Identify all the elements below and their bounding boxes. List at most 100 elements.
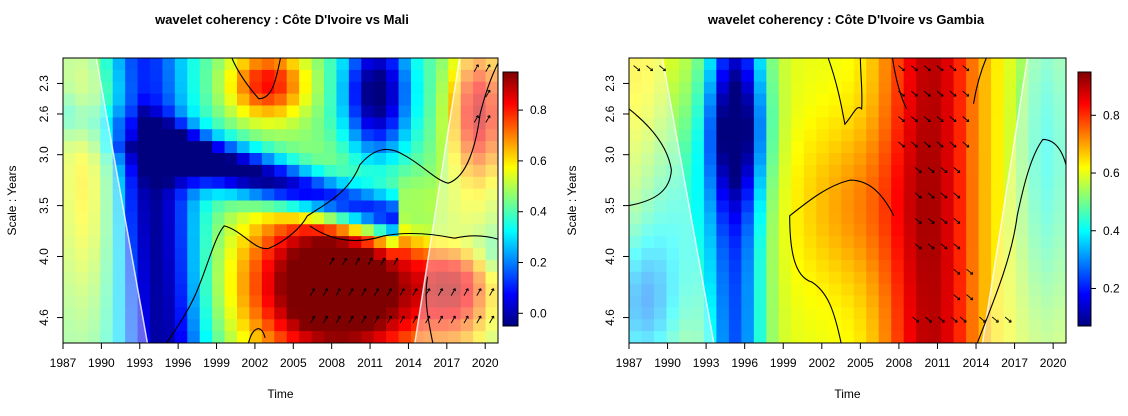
heatmap-cell bbox=[87, 176, 101, 190]
heatmap-cell bbox=[485, 259, 498, 273]
heatmap-cell bbox=[212, 153, 226, 166]
heatmap-cell bbox=[237, 141, 251, 154]
phase-arrow bbox=[940, 243, 948, 250]
heatmap-cell bbox=[766, 319, 780, 332]
heatmap-cell bbox=[629, 331, 643, 343]
heatmap-cell bbox=[286, 236, 300, 249]
heatmap-cell bbox=[100, 153, 114, 166]
heatmap-cell bbox=[878, 295, 892, 308]
heatmap-cell bbox=[928, 212, 942, 225]
heatmap-cell bbox=[991, 117, 1005, 130]
heatmap-cell bbox=[791, 224, 805, 237]
heatmap-cell bbox=[100, 69, 114, 83]
heatmap-cell bbox=[753, 93, 767, 107]
heatmap-cell bbox=[423, 93, 437, 107]
heatmap-cell bbox=[63, 176, 77, 190]
heatmap-cell bbox=[941, 129, 955, 142]
heatmap-cell bbox=[361, 295, 375, 308]
heatmap-cell bbox=[411, 164, 425, 178]
heatmap-cell bbox=[841, 283, 855, 297]
y-tick-label: 3.0 bbox=[603, 146, 617, 163]
heatmap-cell bbox=[891, 212, 905, 225]
heatmap-cell bbox=[423, 105, 437, 118]
heatmap-cell bbox=[361, 153, 375, 166]
heatmap-cell bbox=[63, 188, 77, 202]
heatmap-cell bbox=[473, 295, 487, 308]
heatmap-cell bbox=[473, 271, 487, 285]
heatmap-cell bbox=[423, 141, 437, 154]
heatmap-cell bbox=[237, 283, 251, 297]
heatmap-cell bbox=[653, 117, 668, 130]
heatmap-cell bbox=[991, 69, 1005, 83]
heatmap-cell bbox=[411, 141, 425, 154]
heatmap-cell bbox=[386, 117, 400, 130]
phase-arrow bbox=[898, 65, 905, 72]
heatmap-cell bbox=[224, 176, 238, 190]
heatmap-cell bbox=[641, 331, 655, 343]
heatmap-cell bbox=[978, 129, 992, 142]
heatmap-cell bbox=[162, 319, 176, 332]
heatmap-cell bbox=[741, 307, 755, 320]
heatmap-cell bbox=[311, 188, 325, 202]
phase-arrow bbox=[962, 116, 970, 123]
heatmap-cell bbox=[137, 117, 151, 130]
heatmap-cell bbox=[398, 164, 412, 178]
phase-arrow bbox=[412, 288, 418, 296]
heatmap-cell bbox=[174, 295, 188, 308]
heatmap-cell bbox=[473, 164, 487, 178]
colorbar-tick-label: 0.4 bbox=[530, 205, 547, 219]
phase-arrow bbox=[953, 167, 961, 173]
heatmap-cell bbox=[691, 176, 705, 190]
heatmap-cell bbox=[162, 105, 176, 118]
phase-arrow bbox=[386, 315, 392, 324]
phase-arrow bbox=[959, 316, 967, 323]
heatmap-cell bbox=[286, 212, 300, 225]
heatmap-cell bbox=[112, 331, 126, 343]
heatmap-cell bbox=[766, 188, 780, 202]
heatmap-cell bbox=[224, 164, 238, 178]
heatmap-cell bbox=[753, 259, 767, 273]
heatmap-cell bbox=[212, 248, 226, 261]
heatmap-cell bbox=[641, 283, 655, 297]
heatmap-cell bbox=[841, 93, 855, 107]
heatmap-cell bbox=[348, 188, 362, 202]
x-tick-label: 2011 bbox=[925, 356, 951, 370]
heatmap-cell bbox=[249, 105, 263, 118]
heatmap-cell bbox=[703, 69, 717, 83]
heatmap-cell bbox=[866, 117, 880, 130]
heatmap-cell bbox=[991, 319, 1005, 332]
heatmap-cell bbox=[398, 58, 412, 71]
phase-arrow bbox=[399, 288, 405, 296]
heatmap-cell bbox=[703, 93, 717, 107]
heatmap-cell bbox=[373, 58, 387, 71]
heatmap-cell bbox=[249, 129, 263, 142]
heatmap-cell bbox=[641, 224, 655, 237]
heatmap-cell bbox=[791, 58, 805, 71]
heatmap-cell bbox=[485, 164, 498, 178]
heatmap-cell bbox=[753, 319, 767, 332]
heatmap-cell bbox=[741, 69, 755, 83]
heatmap-cell bbox=[1003, 212, 1017, 225]
heatmap-cell bbox=[336, 164, 350, 178]
heatmap-cell bbox=[75, 271, 89, 285]
x-tick-label: 1987 bbox=[50, 356, 77, 370]
heatmap-cell bbox=[212, 117, 226, 130]
heatmap-cell bbox=[274, 224, 288, 237]
heatmap-cell bbox=[666, 188, 680, 202]
heatmap-cell bbox=[953, 141, 967, 154]
heatmap-cell bbox=[411, 58, 425, 71]
heatmap-cell bbox=[336, 105, 350, 118]
heatmap-cell bbox=[348, 176, 362, 190]
heatmap-cell bbox=[741, 224, 755, 237]
heatmap-cell bbox=[978, 58, 992, 71]
heatmap-cell bbox=[249, 117, 263, 130]
heatmap-cell bbox=[928, 259, 942, 273]
heatmap-cell bbox=[187, 200, 201, 213]
heatmap-cell bbox=[966, 58, 980, 71]
heatmap-cell bbox=[766, 81, 780, 95]
heatmap-cell bbox=[653, 81, 668, 95]
x-tick-label: 1993 bbox=[126, 356, 153, 370]
heatmap-cell bbox=[187, 259, 201, 273]
heatmap-cell bbox=[386, 105, 400, 118]
phase-arrow bbox=[646, 65, 654, 72]
